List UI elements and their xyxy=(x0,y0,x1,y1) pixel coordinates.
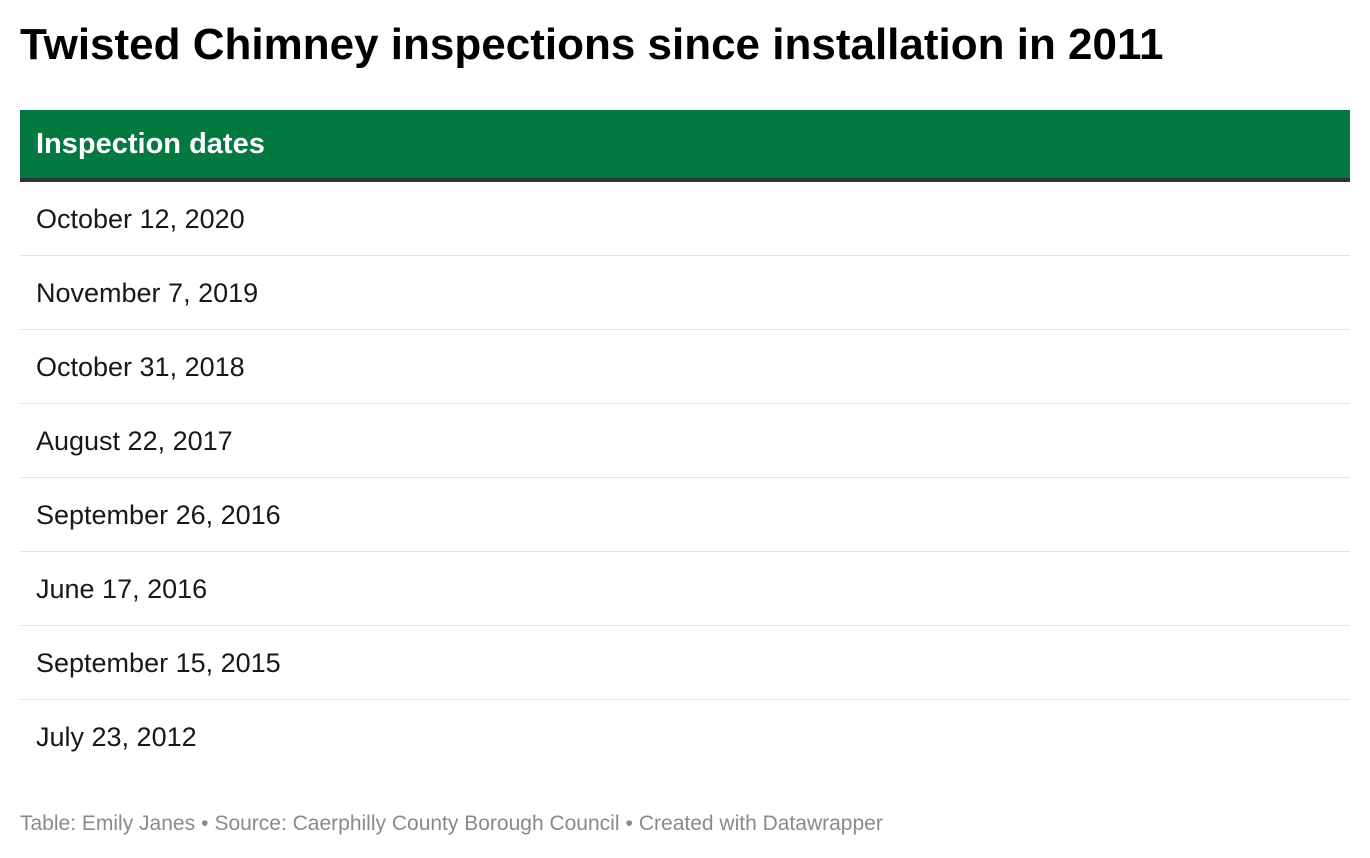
chart-title: Twisted Chimney inspections since instal… xyxy=(20,20,1164,69)
table-cell: November 7, 2019 xyxy=(36,277,259,308)
table-cell: August 22, 2017 xyxy=(36,425,233,456)
table-row: September 15, 2015 xyxy=(20,626,1350,700)
table-cell: September 26, 2016 xyxy=(36,499,281,530)
table-row: June 17, 2016 xyxy=(20,552,1350,626)
table-cell: July 23, 2012 xyxy=(36,721,197,752)
footer-credit: Table: Emily Janes xyxy=(20,812,196,835)
table-row: August 22, 2017 xyxy=(20,404,1350,478)
table-row: October 12, 2020 xyxy=(20,182,1350,256)
table-row: October 31, 2018 xyxy=(20,330,1350,404)
table-row: September 26, 2016 xyxy=(20,478,1350,552)
footer-created-with: Created with Datawrapper xyxy=(638,812,883,835)
table-body: October 12, 2020 November 7, 2019 Octobe… xyxy=(20,182,1350,773)
footer-separator: • xyxy=(625,812,633,835)
column-header-inspection-dates: Inspection dates xyxy=(36,128,265,160)
footer-source: Source: Caerphilly County Borough Counci… xyxy=(214,812,620,835)
inspection-table: Inspection dates October 12, 2020 Novemb… xyxy=(20,110,1350,773)
table-cell: June 17, 2016 xyxy=(36,573,208,604)
table-row: July 23, 2012 xyxy=(20,700,1350,773)
chart-footer: Table: Emily Janes • Source: Caerphilly Co… xyxy=(20,810,883,838)
table-row: November 7, 2019 xyxy=(20,256,1350,330)
table-cell: October 12, 2020 xyxy=(36,203,245,234)
table-cell: October 31, 2018 xyxy=(36,351,245,382)
table-header: Inspection dates xyxy=(20,110,1350,182)
table-cell: September 15, 2015 xyxy=(36,647,281,678)
footer-separator: • xyxy=(201,812,209,835)
